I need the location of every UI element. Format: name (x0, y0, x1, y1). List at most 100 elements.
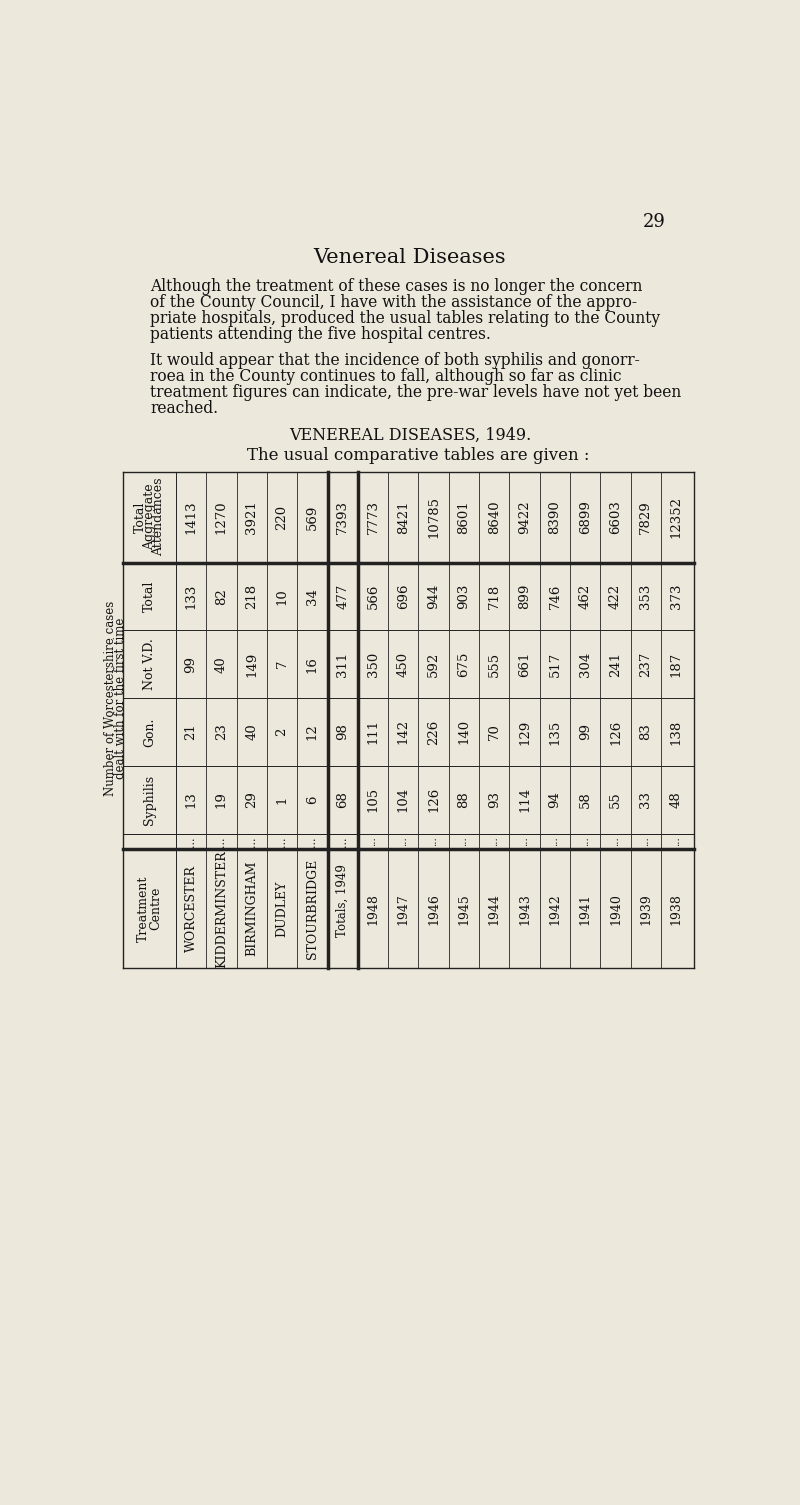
Text: ...: ... (642, 837, 650, 846)
Text: 114: 114 (518, 787, 531, 813)
Text: 218: 218 (246, 584, 258, 610)
Text: ...: ... (550, 837, 559, 846)
Text: 70: 70 (488, 724, 501, 740)
Text: of the County Council, I have with the assistance of the appro-: of the County Council, I have with the a… (150, 293, 638, 312)
Text: priate hospitals, produced the usual tables relating to the County: priate hospitals, produced the usual tab… (150, 310, 661, 327)
Text: 10: 10 (275, 588, 289, 605)
Text: 944: 944 (427, 584, 440, 610)
Text: 126: 126 (427, 787, 440, 813)
Text: ...: ... (186, 835, 196, 846)
Text: 82: 82 (215, 588, 228, 605)
Text: 140: 140 (458, 719, 470, 745)
Text: 555: 555 (488, 652, 501, 677)
Text: 304: 304 (578, 652, 592, 677)
Text: 33: 33 (639, 792, 652, 808)
Text: 48: 48 (670, 792, 682, 808)
Text: ...: ... (611, 837, 620, 846)
Text: 566: 566 (366, 584, 379, 610)
Text: DUDLEY: DUDLEY (275, 880, 289, 936)
Text: 40: 40 (215, 656, 228, 673)
Text: 353: 353 (639, 584, 652, 610)
Text: ...: ... (459, 837, 469, 846)
Text: Centre: Centre (150, 886, 162, 930)
Text: 149: 149 (246, 652, 258, 677)
Text: 34: 34 (306, 588, 319, 605)
Text: 241: 241 (609, 652, 622, 677)
Text: 7773: 7773 (366, 500, 379, 534)
Text: 592: 592 (427, 652, 440, 677)
Text: Syphilis: Syphilis (143, 775, 156, 825)
Text: 2: 2 (275, 728, 289, 736)
Text: 129: 129 (518, 719, 531, 745)
Text: dealt with for the first time: dealt with for the first time (114, 617, 126, 778)
Text: 88: 88 (458, 792, 470, 808)
Text: 1939: 1939 (639, 892, 652, 924)
Text: 569: 569 (306, 504, 319, 530)
Text: roea in the County continues to fall, although so far as clinic: roea in the County continues to fall, al… (150, 367, 622, 385)
Text: 237: 237 (639, 652, 652, 677)
Text: 7393: 7393 (336, 500, 349, 534)
Text: 350: 350 (366, 652, 379, 677)
Text: 661: 661 (518, 652, 531, 677)
Text: Gon.: Gon. (143, 718, 156, 746)
Text: Total: Total (134, 501, 147, 533)
Text: 105: 105 (366, 787, 379, 813)
Text: Venereal Diseases: Venereal Diseases (314, 248, 506, 268)
Text: 450: 450 (397, 652, 410, 677)
Text: 142: 142 (397, 719, 410, 745)
Text: Total: Total (143, 581, 156, 613)
Text: ...: ... (369, 837, 378, 846)
Text: 135: 135 (549, 719, 562, 745)
Text: 696: 696 (397, 584, 410, 610)
Text: 7829: 7829 (639, 500, 652, 534)
Text: 99: 99 (578, 724, 592, 740)
Text: Treatment: Treatment (137, 876, 150, 942)
Text: 19: 19 (215, 792, 228, 808)
Text: BIRMINGHAM: BIRMINGHAM (246, 861, 258, 956)
Text: 422: 422 (609, 584, 622, 610)
Text: 1: 1 (275, 796, 289, 804)
Text: 1947: 1947 (397, 892, 410, 924)
Text: 29: 29 (643, 212, 666, 230)
Text: 13: 13 (185, 792, 198, 808)
Text: 746: 746 (549, 584, 562, 610)
Text: 126: 126 (609, 719, 622, 745)
Text: Although the treatment of these cases is no longer the concern: Although the treatment of these cases is… (150, 277, 642, 295)
Text: 899: 899 (518, 584, 531, 610)
Text: 311: 311 (336, 652, 349, 677)
Text: 220: 220 (275, 504, 289, 530)
Text: 111: 111 (366, 719, 379, 745)
Text: 517: 517 (549, 652, 562, 677)
Text: 462: 462 (578, 584, 592, 610)
Text: The usual comparative tables are given :: The usual comparative tables are given : (247, 447, 590, 464)
Text: ...: ... (277, 835, 287, 846)
Text: 94: 94 (549, 792, 562, 808)
Text: 6603: 6603 (609, 500, 622, 534)
Text: ...: ... (246, 835, 257, 846)
Text: Aggregate: Aggregate (143, 483, 156, 551)
Text: ...: ... (307, 835, 318, 846)
Text: 23: 23 (215, 724, 228, 740)
Text: 8640: 8640 (488, 500, 501, 534)
Text: 6: 6 (306, 796, 319, 804)
Text: ...: ... (429, 837, 438, 846)
Text: 3921: 3921 (246, 500, 258, 534)
Text: 477: 477 (336, 584, 349, 610)
Text: 93: 93 (488, 792, 501, 808)
Text: reached.: reached. (150, 400, 218, 417)
Text: 8421: 8421 (397, 500, 410, 534)
Text: 1940: 1940 (609, 892, 622, 924)
Text: 133: 133 (185, 584, 198, 610)
Text: 1946: 1946 (427, 892, 440, 924)
Text: 8390: 8390 (549, 500, 562, 534)
Text: 718: 718 (488, 584, 501, 610)
Text: VENEREAL DISEASES, 1949.: VENEREAL DISEASES, 1949. (289, 427, 531, 444)
Text: 1944: 1944 (488, 892, 501, 924)
Text: ...: ... (217, 835, 226, 846)
Text: WORCESTER: WORCESTER (185, 865, 198, 953)
Text: ...: ... (581, 837, 590, 846)
Text: ...: ... (672, 837, 681, 846)
Text: 10785: 10785 (427, 497, 440, 539)
Text: ...: ... (338, 835, 348, 846)
Text: ...: ... (490, 837, 498, 846)
